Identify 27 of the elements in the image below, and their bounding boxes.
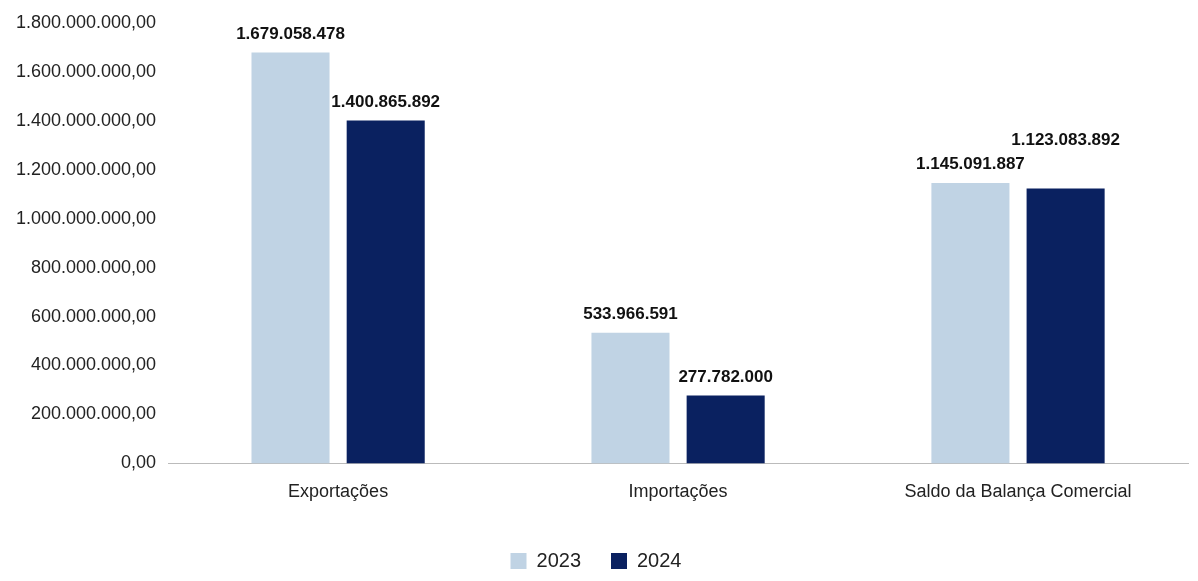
- y-tick-label: 1.000.000.000,00: [15, 207, 157, 228]
- bar: [346, 120, 425, 464]
- y-tick-label: 800.000.000,00: [31, 256, 157, 277]
- data-label: 1.679.058.478: [236, 23, 345, 43]
- y-tick-label: 600.000.000,00: [31, 305, 157, 326]
- y-tick-label: 200.000.000,00: [31, 403, 157, 424]
- x-tick-label: Saldo da Balança Comercial: [904, 481, 1132, 502]
- bar: [591, 332, 670, 464]
- y-tick-label: 0,00: [121, 452, 157, 473]
- y-tick-label: 1.600.000.000,00: [15, 60, 157, 81]
- bar: [931, 183, 1010, 464]
- y-tick-label: 1.800.000.000,00: [15, 11, 157, 32]
- y-tick-label: 1.400.000.000,00: [15, 109, 157, 130]
- data-label: 277.782.000: [678, 366, 773, 386]
- data-label: 533.966.591: [583, 303, 678, 323]
- y-tick-label: 1.200.000.000,00: [15, 158, 157, 179]
- bar: [686, 395, 765, 464]
- y-tick-label: 400.000.000,00: [31, 354, 157, 375]
- data-label: 1.123.083.892: [1011, 130, 1120, 150]
- x-tick-label: Importações: [628, 481, 728, 502]
- bar: [1026, 188, 1105, 464]
- legend-label: 2024: [637, 548, 682, 571]
- legend-label: 2023: [536, 548, 582, 571]
- bar: [251, 52, 330, 464]
- data-label: 1.145.091.887: [916, 154, 1025, 174]
- x-tick-label: Exportações: [288, 481, 389, 502]
- data-label: 1.400.865.892: [331, 91, 441, 111]
